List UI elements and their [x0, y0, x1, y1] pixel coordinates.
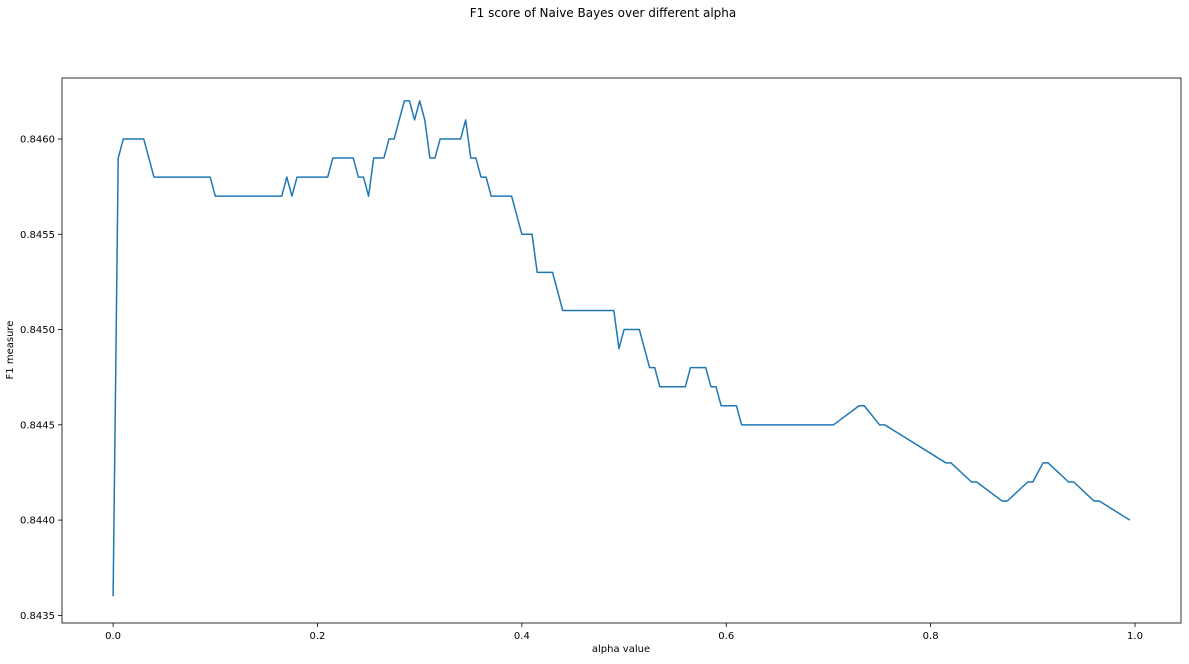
plot-area-frame — [61, 77, 1182, 624]
x-axis-ticks: 0.0 0.2 0.4 0.6 0.8 1.0 — [105, 623, 1143, 642]
y-tick-label: 0.8460 — [20, 134, 55, 145]
x-tick-label: 0.0 — [105, 631, 121, 642]
chart-title: F1 score of Naive Bayes over different a… — [470, 6, 737, 20]
y-axis-ticks: 0.8435 0.8440 0.8445 0.8450 0.8455 0.8460 — [20, 134, 62, 622]
y-tick-label: 0.8445 — [20, 420, 55, 431]
f1-score-line — [112, 100, 1131, 597]
x-axis-label: alpha value — [592, 644, 650, 655]
y-tick-label: 0.8440 — [20, 516, 55, 527]
x-tick-label: 0.8 — [923, 631, 939, 642]
x-tick-label: 0.2 — [310, 631, 326, 642]
x-tick-label: 1.0 — [1127, 631, 1143, 642]
y-tick-label: 0.8450 — [20, 325, 55, 336]
x-tick-label: 0.4 — [514, 631, 530, 642]
x-tick-label: 0.6 — [718, 631, 734, 642]
y-axis-label: F1 measure — [5, 321, 16, 380]
y-tick-label: 0.8435 — [20, 611, 55, 622]
series-layer — [112, 100, 1131, 597]
y-tick-label: 0.8455 — [20, 230, 55, 241]
